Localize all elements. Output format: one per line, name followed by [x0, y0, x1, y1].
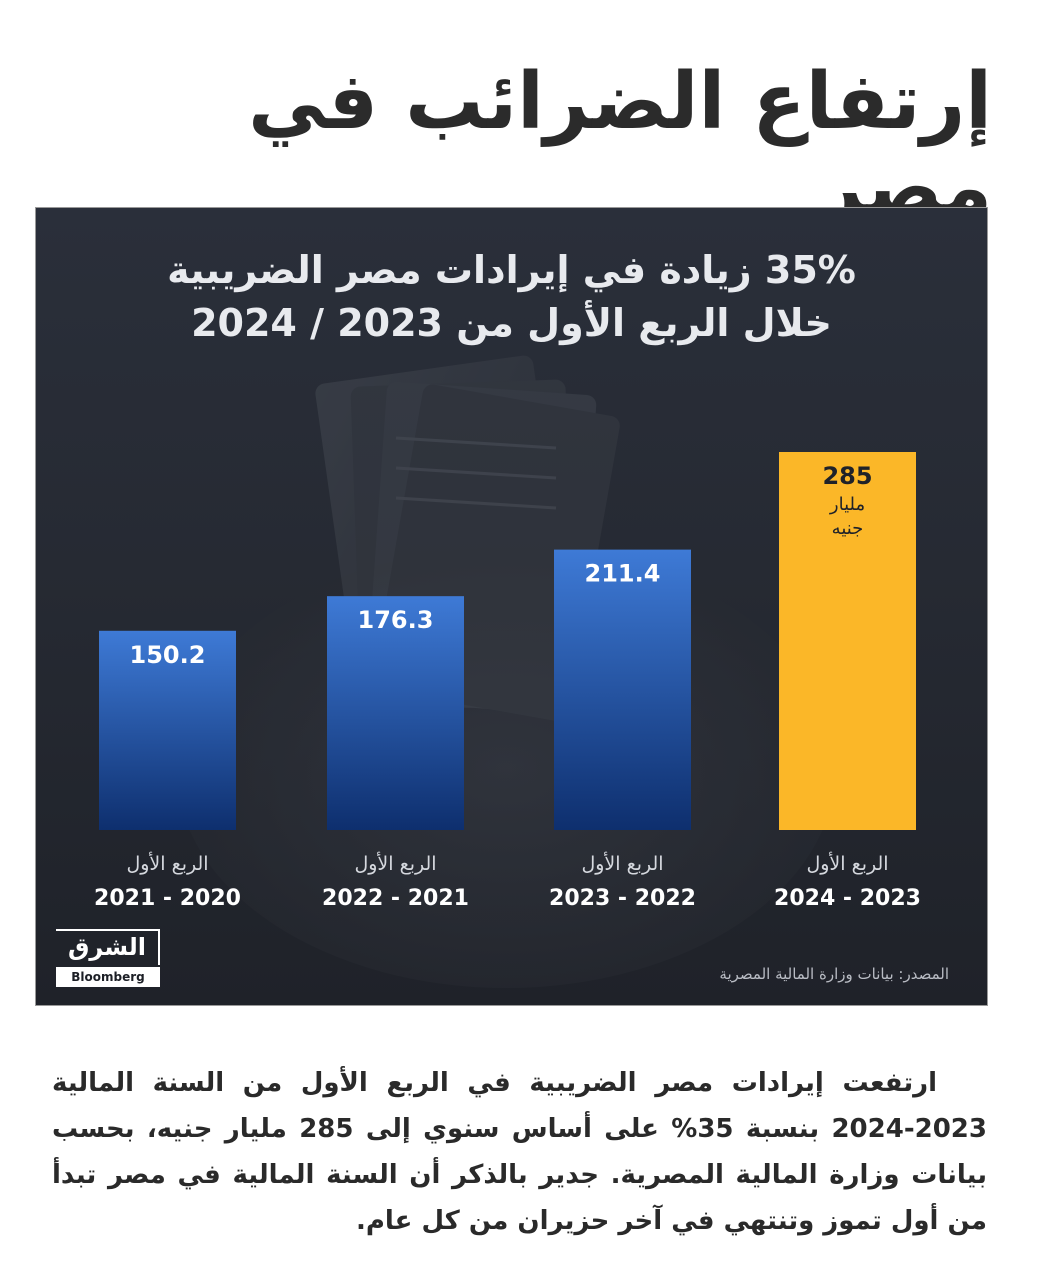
- category-label-line1-1: الربع الأول: [126, 852, 208, 875]
- category-label-line2-4: 2024 - 2023: [774, 886, 921, 911]
- category-label-line1-3: الربع الأول: [581, 852, 663, 875]
- bar-chart: 150.2 الربع الأول 2021 - 2020 176.3 الربع ال…: [94, 452, 921, 911]
- category-label-line2-1: 2021 - 2020: [94, 886, 241, 911]
- chart-title: 35% زيادة في إيرادات مصر الضريبية خلال ا…: [36, 244, 987, 350]
- headline: إرتفاع الضرائب في مصر: [248, 57, 992, 233]
- article-paragraph: ارتفعت إيرادات مصر الضريبية في الربع الأ…: [52, 1068, 987, 1236]
- bar-4: [779, 452, 916, 830]
- category-label-line1-2: الربع الأول: [354, 852, 436, 875]
- bar-unit-label-1: مليار: [829, 494, 865, 515]
- bar-2: [327, 596, 464, 830]
- chart-card: 35% زيادة في إيرادات مصر الضريبية خلال ا…: [35, 207, 988, 1006]
- logo-arabic-text: الشرق: [56, 929, 160, 965]
- bar-value-label-2: 176.3: [358, 606, 434, 634]
- asharq-bloomberg-logo: الشرق Bloomberg: [56, 929, 160, 987]
- chart-title-line1: 35% زيادة في إيرادات مصر الضريبية: [167, 248, 856, 292]
- chart-title-line2: خلال الربع الأول من 2023 / 2024: [191, 301, 832, 346]
- bar-3: [554, 549, 691, 830]
- category-label-line1-4: الربع الأول: [806, 852, 888, 875]
- bar-value-label-1: 150.2: [130, 641, 206, 669]
- chart-source: المصدر: بيانات وزارة المالية المصرية: [719, 965, 949, 983]
- category-label-line2-2: 2022 - 2021: [322, 886, 469, 911]
- bar-value-label-4: 285: [822, 462, 872, 490]
- bar-value-label-3: 211.4: [585, 560, 661, 588]
- bar-1: [99, 630, 236, 830]
- category-label-line2-3: 2023 - 2022: [549, 886, 696, 911]
- logo-english-text: Bloomberg: [56, 967, 160, 987]
- bar-unit-label-2: جنيه: [832, 518, 864, 539]
